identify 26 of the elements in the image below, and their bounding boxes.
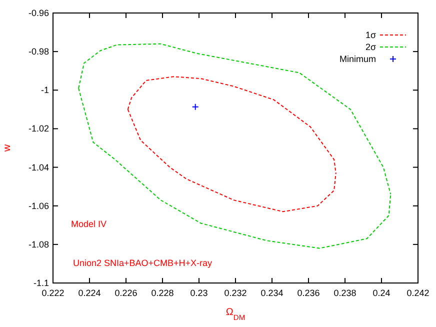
y-tick-label: -1 <box>40 85 49 96</box>
x-tick-label: 0.238 <box>334 288 356 298</box>
x-tick-label: 0.232 <box>224 288 247 298</box>
y-tick-label: -0.98 <box>28 46 49 57</box>
x-axis-title: Ω$_{DM}$ <box>226 307 246 322</box>
x-tick-label: 0.24 <box>372 288 390 298</box>
legend-label: 2σ <box>365 42 376 52</box>
y-tick-label: -1.08 <box>28 239 49 250</box>
y-axis-title: w <box>2 144 13 153</box>
x-tick-label: 0.236 <box>297 288 320 298</box>
y-tick-label: -1.1 <box>33 278 49 288</box>
annotation: Model IV <box>71 219 107 229</box>
legend-label: 1σ <box>365 30 376 40</box>
y-tick-label: -1.06 <box>28 200 49 211</box>
annotation: Union2 SNIa+BAO+CMB+H+X-ray <box>73 258 213 268</box>
x-tick-label: 0.23 <box>190 288 208 298</box>
x-tick-label: 0.224 <box>78 288 101 298</box>
x-tick-label: 0.242 <box>406 288 430 298</box>
x-tick-label: 0.226 <box>114 288 138 298</box>
y-tick-label: -0.96 <box>28 8 49 18</box>
y-tick-label: -1.04 <box>28 162 49 172</box>
x-tick-label: 0.222 <box>42 288 64 298</box>
x-tick-label: 0.234 <box>260 288 284 298</box>
y-tick-label: -1.02 <box>28 124 49 134</box>
legend-label: Minimum <box>339 54 376 64</box>
x-tick-label: 0.228 <box>151 288 174 298</box>
